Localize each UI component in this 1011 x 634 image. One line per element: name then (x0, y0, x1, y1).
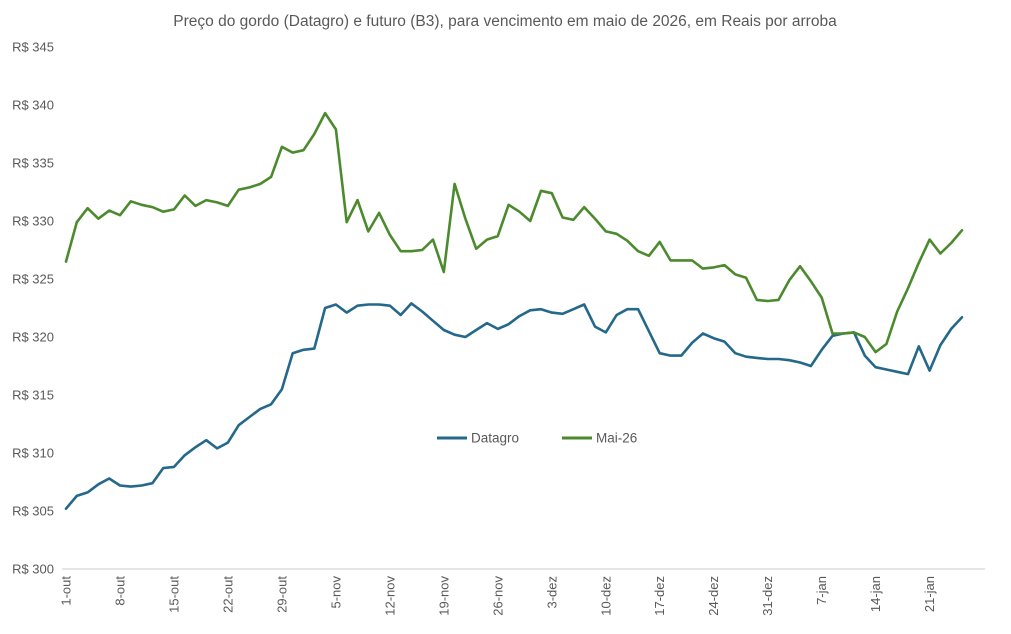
x-axis-label: 5-nov (328, 576, 343, 609)
x-axis-label: 24-dez (706, 576, 721, 616)
x-axis-label: 31-dez (760, 576, 775, 616)
x-axis-label: 15-out (166, 576, 181, 613)
y-axis-label: R$ 310 (12, 446, 54, 461)
series-line-datagro (64, 302, 964, 511)
y-axis-labels: R$ 345 R$ 340 R$ 335 R$ 330 R$ 325 R$ 320 R$ 3… (12, 40, 54, 577)
y-axis-label: R$ 305 (12, 504, 54, 519)
legend-label-datagro: Datagro (471, 431, 519, 446)
y-axis-label: R$ 330 (12, 214, 54, 229)
x-axis-label: 8-out (112, 576, 127, 606)
series-line-mai-26 (64, 111, 964, 354)
x-axis-labels: 1-out 8-out 15-out 22-out 29-out 5-nov 12-nov 1… (59, 576, 938, 616)
legend: Datagro Mai-26 (437, 431, 637, 446)
y-axis-label: R$ 345 (12, 40, 54, 55)
series-lines (64, 111, 964, 511)
x-axis-label: 19-nov (436, 576, 451, 616)
y-axis-label: R$ 325 (12, 272, 54, 287)
x-axis-label: 17-dez (652, 576, 667, 616)
x-axis-label: 7-jan (814, 576, 829, 605)
legend-label-mai-26: Mai-26 (596, 431, 637, 446)
x-axis-label: 1-out (59, 576, 74, 606)
x-axis-label: 22-out (220, 576, 235, 613)
y-axis-label: R$ 335 (12, 156, 54, 171)
y-axis-label: R$ 340 (12, 98, 54, 113)
x-axis-label: 10-dez (598, 576, 613, 616)
x-axis-label: 29-out (274, 576, 289, 613)
x-axis-label: 3-dez (544, 576, 559, 609)
x-axis-label: 21-jan (922, 576, 937, 612)
y-axis-label: R$ 315 (12, 388, 54, 403)
y-axis-label: R$ 300 (12, 562, 54, 577)
x-axis-label: 14-jan (868, 576, 883, 612)
x-axis-label: 26-nov (490, 576, 505, 616)
y-axis-label: R$ 320 (12, 330, 54, 345)
chart-title: Preço do gordo (Datagro) e futuro (B3), … (173, 13, 837, 30)
x-axis-label: 12-nov (382, 576, 397, 616)
